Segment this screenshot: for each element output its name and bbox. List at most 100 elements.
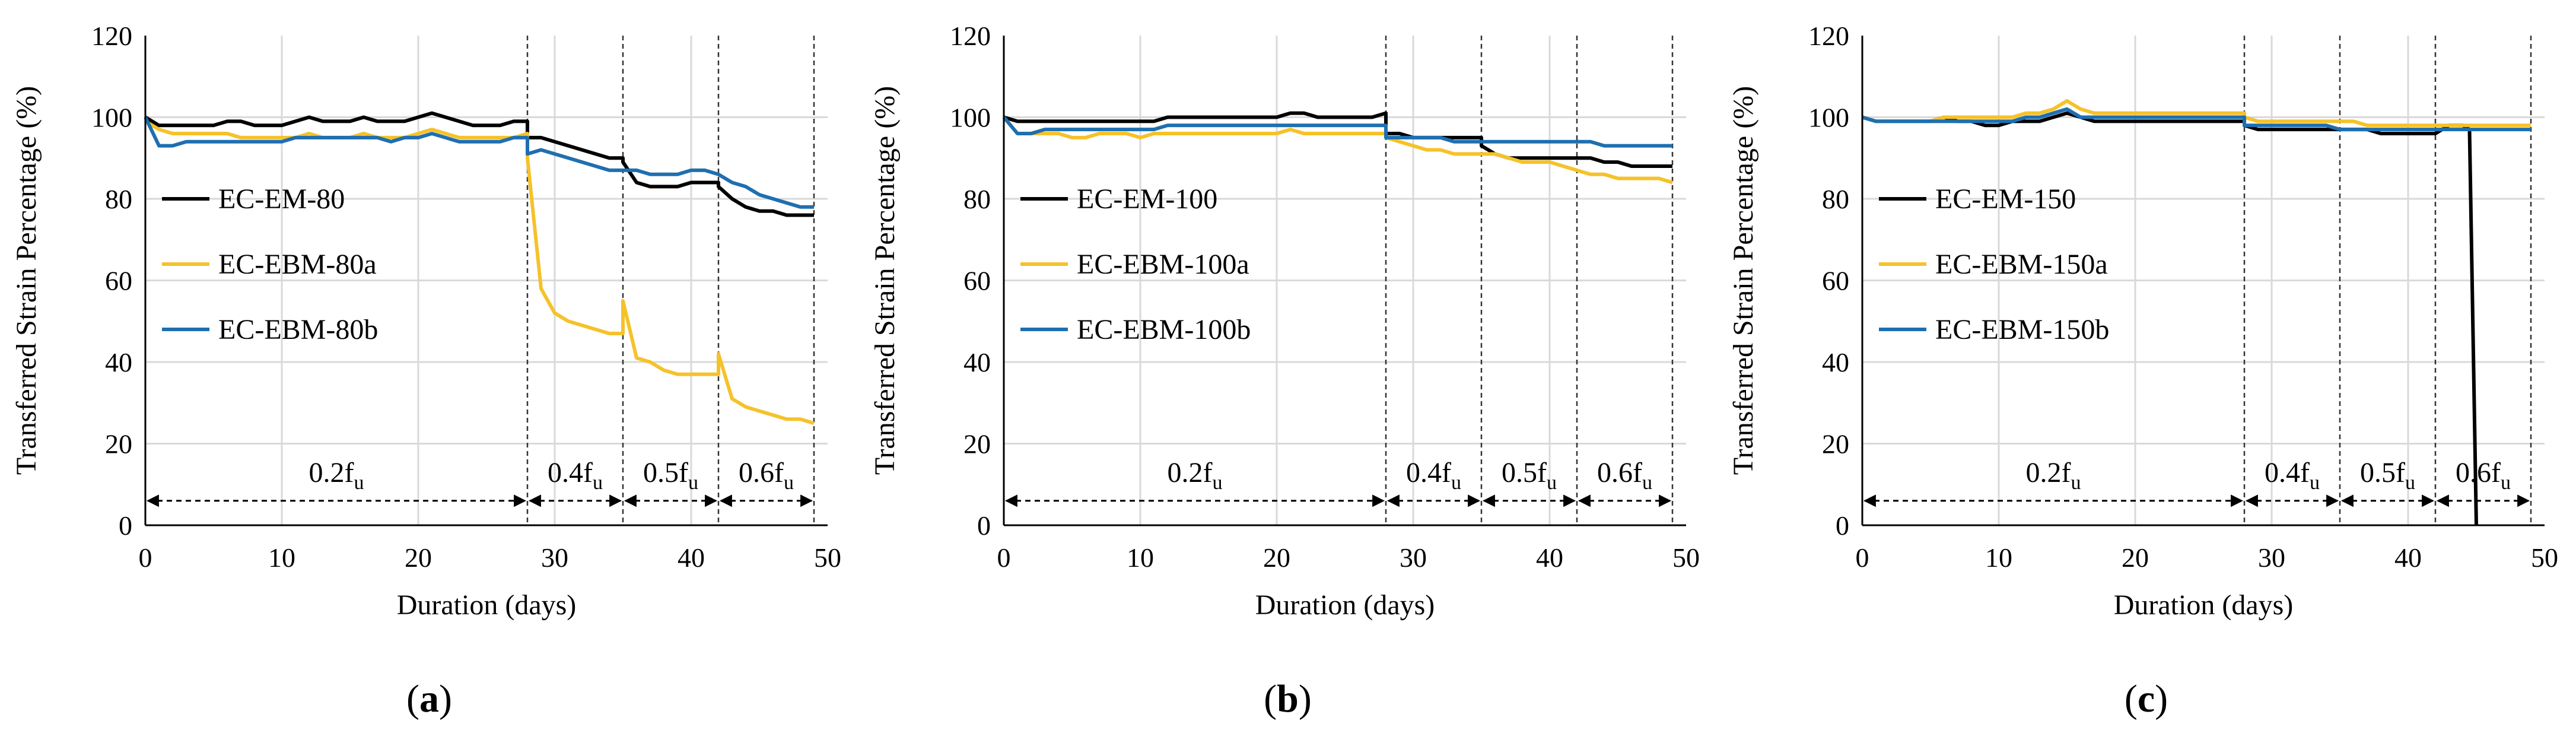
chart-b-ytick-label: 120 <box>950 21 991 51</box>
chart-c-ytick-label: 60 <box>1822 266 1849 296</box>
chart-c-ytick-label: 0 <box>1836 510 1849 541</box>
chart-a-y-axis-title: Transferred Strain Percentage (%) <box>11 86 42 475</box>
chart-a-stage-label-3: 0.5fu <box>643 457 698 494</box>
chart-b-x-axis-title: Duration (days) <box>1255 589 1435 621</box>
chart-b-stage-label-sub: u <box>1547 472 1557 494</box>
chart-c-stage-label-sub: u <box>2310 472 2320 494</box>
chart-a-legend-label-3: EC-EBM-80b <box>218 314 378 345</box>
panel-b: 0 20 40 60 80 100 120 0 10 20 30 40 50 0.2fu 0.4fu 0.5f… <box>858 0 1717 749</box>
chart-b-y-axis-title: Transferred Strain Percentage (%) <box>869 86 901 475</box>
chart-c-legend-label-1: EC-EM-150 <box>1935 183 2076 215</box>
chart-a-stage-label-main: 0.4f <box>548 457 593 488</box>
chart-b-stage-label-main: 0.5f <box>1502 457 1547 488</box>
chart-b-stage-label-main: 0.2f <box>1168 457 1213 488</box>
chart-a-stage-label-1: 0.2fu <box>309 457 364 494</box>
chart-c-ytick-label: 100 <box>1808 103 1849 133</box>
chart-a-stage-label-2: 0.4fu <box>548 457 603 494</box>
chart-a-stage-label-sub: u <box>784 472 794 494</box>
chart-a-stage-label-sub: u <box>593 472 603 494</box>
chart-c-ytick-label: 80 <box>1822 184 1849 214</box>
caption-a-label: a <box>419 677 439 721</box>
chart-b-stage-label-sub: u <box>1642 472 1652 494</box>
caption-c-label: c <box>2137 677 2155 721</box>
chart-c-xtick-label: 50 <box>2531 542 2558 573</box>
chart-a-stage-label-main: 0.2f <box>309 457 354 488</box>
chart-c-ytick-label: 120 <box>1808 21 1849 51</box>
chart-c-stage-label-1: 0.2fu <box>2026 457 2081 494</box>
chart-c-stage-label-sub: u <box>2501 472 2511 494</box>
chart-b-xtick-label: 10 <box>1127 542 1154 573</box>
chart-c-x-axis-title: Duration (days) <box>2114 589 2294 621</box>
chart-b-xtick-label: 0 <box>997 542 1011 573</box>
chart-a-xtick-label: 0 <box>139 542 152 573</box>
chart-b-ytick-label: 20 <box>963 429 991 459</box>
chart-a-ytick-label: 120 <box>91 21 132 51</box>
chart-b-xtick-label: 20 <box>1263 542 1290 573</box>
chart-c-series-2-line <box>1862 99 2531 128</box>
caption-b-label: b <box>1277 677 1299 721</box>
chart-b-ytick-label: 100 <box>950 103 991 133</box>
chart-b-ytick-label: 60 <box>963 266 991 296</box>
chart-a-xtick-label: 30 <box>541 542 568 573</box>
chart-b-ytick-label: 0 <box>977 510 991 541</box>
chart-c-legend-label-3: EC-EBM-150b <box>1935 314 2109 345</box>
chart-b-stage-label-3: 0.5fu <box>1502 457 1557 494</box>
chart-a-ytick-label: 100 <box>91 103 132 133</box>
chart-b-stage-label-sub: u <box>1451 472 1461 494</box>
chart-c-xtick-label: 40 <box>2394 542 2422 573</box>
chart-a-legend-label-1: EC-EM-80 <box>218 183 345 215</box>
chart-a-stage-label-main: 0.5f <box>643 457 688 488</box>
chart-c-xtick-label: 10 <box>1985 542 2012 573</box>
chart-a-ytick-label: 80 <box>105 184 132 214</box>
chart-c-xtick-label: 30 <box>2258 542 2285 573</box>
chart-c-stage-label-main: 0.2f <box>2026 457 2071 488</box>
chart-c-ytick-label: 40 <box>1822 347 1849 377</box>
chart-a-ytick-label: 60 <box>105 266 132 296</box>
chart-c-legend-label-2: EC-EBM-150a <box>1935 249 2108 280</box>
chart-c-stage-label-3: 0.5fu <box>2360 457 2415 494</box>
chart-b-series-2-line <box>1002 116 1673 185</box>
caption-b: (b) <box>1264 677 1312 721</box>
chart-b-legend-label-3: EC-EBM-100b <box>1077 314 1251 345</box>
chart-b-xtick-label: 30 <box>1400 542 1427 573</box>
chart-c-xtick-label: 20 <box>2122 542 2149 573</box>
chart-c-stage-label-sub: u <box>2405 472 2415 494</box>
chart-c-stage-label-main: 0.5f <box>2360 457 2405 488</box>
chart-b-legend-label-2: EC-EBM-100a <box>1077 249 1249 280</box>
chart-c-stage-label-2: 0.4fu <box>2265 457 2320 494</box>
chart-c-series-3-line <box>1862 107 2531 132</box>
chart-b-stage-label-4: 0.6fu <box>1597 457 1652 494</box>
chart-c-stage-label-main: 0.6f <box>2456 457 2501 488</box>
chart-a-series-1-line <box>144 111 814 217</box>
chart-b-series-1-line <box>1003 111 1672 168</box>
chart-b-stage-label-1: 0.2fu <box>1168 457 1223 494</box>
chart-a-series-2-line <box>144 119 815 425</box>
chart-a-xtick-label: 20 <box>405 542 432 573</box>
chart-a-stage-label-4: 0.6fu <box>739 457 794 494</box>
chart-b-stage-label-sub: u <box>1212 472 1222 494</box>
chart-a-stage-label-main: 0.6f <box>739 457 784 488</box>
panel-a: 0 20 40 60 80 100 120 0 10 20 30 40 50 0.2fu 0.4fu 0.5f… <box>0 0 858 749</box>
chart-b-series-3-line <box>1002 116 1672 148</box>
chart-a-xtick-label: 10 <box>268 542 295 573</box>
chart-c-stage-label-4: 0.6fu <box>2456 457 2511 494</box>
chart-a-ytick-label: 40 <box>105 347 132 377</box>
caption-a: (a) <box>406 677 452 721</box>
caption-c: (c) <box>2124 677 2168 721</box>
chart-b-ytick-label: 80 <box>963 184 991 214</box>
chart-a-ytick-label: 0 <box>119 510 132 541</box>
chart-a-xtick-label: 40 <box>678 542 705 573</box>
chart-a-legend-label-2: EC-EBM-80a <box>218 249 377 280</box>
panel-c: 0 20 40 60 80 100 120 0 10 20 30 40 50 0.2fu 0.4fu 0.5f… <box>1717 0 2575 749</box>
chart-c-ytick-label: 20 <box>1822 429 1849 459</box>
chart-a-stage-label-sub: u <box>688 472 698 494</box>
chart-a-stage-label-sub: u <box>354 472 364 494</box>
chart-b-stage-label-main: 0.6f <box>1597 457 1642 488</box>
chart-c-xtick-label: 0 <box>1856 542 1869 573</box>
chart-b-legend-label-1: EC-EM-100 <box>1077 183 1217 215</box>
chart-b-xtick-label: 50 <box>1672 542 1700 573</box>
chart-a-x-axis-title: Duration (days) <box>397 589 577 621</box>
